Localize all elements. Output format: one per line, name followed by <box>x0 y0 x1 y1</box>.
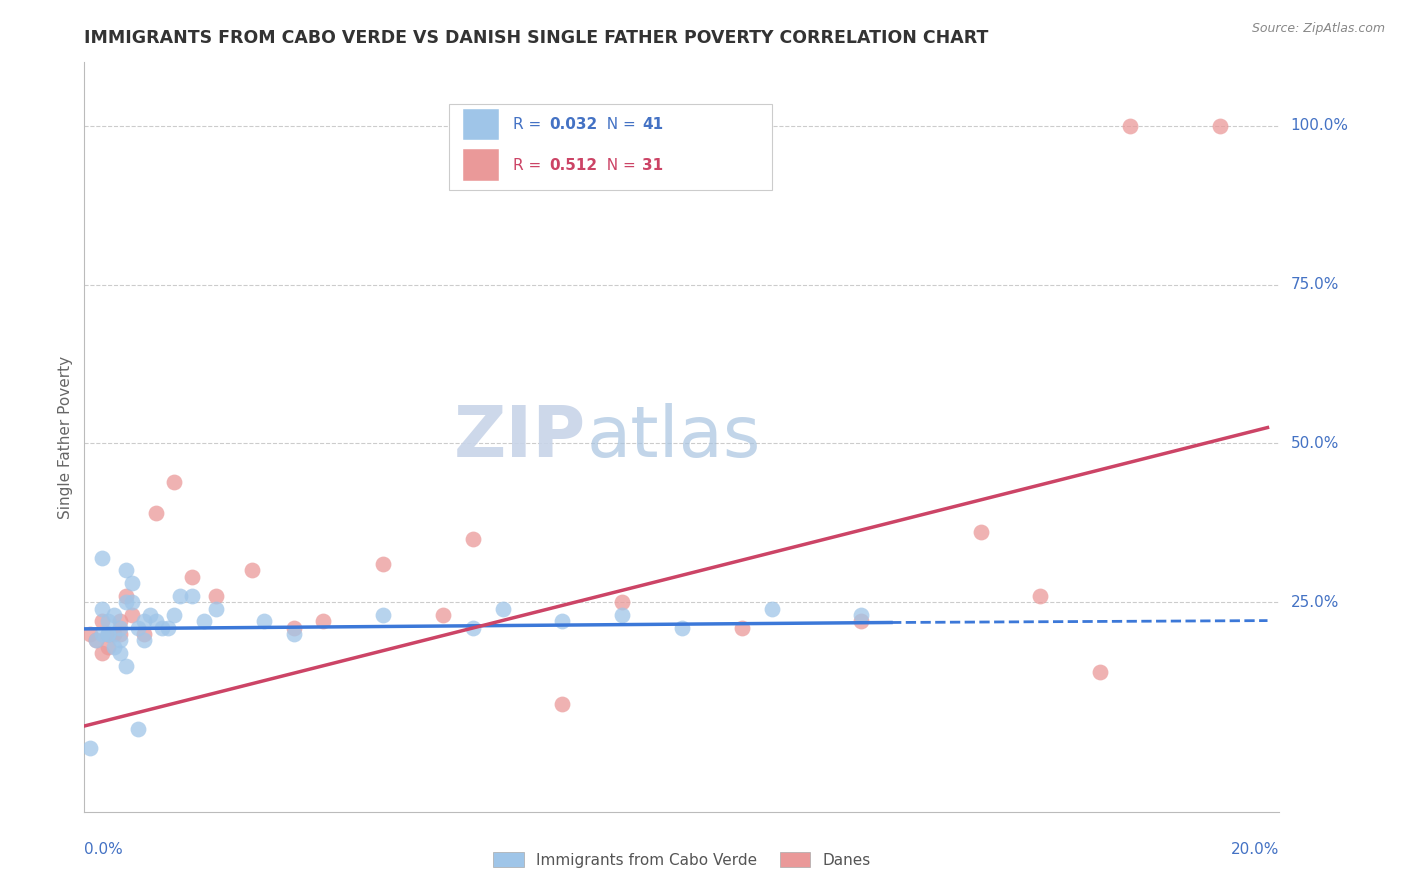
Text: R =: R = <box>513 158 547 172</box>
Point <box>169 589 191 603</box>
Point <box>115 658 138 673</box>
Point <box>671 621 693 635</box>
Point <box>312 614 335 628</box>
Point <box>97 627 120 641</box>
Point <box>91 550 114 565</box>
Point <box>127 722 149 736</box>
FancyBboxPatch shape <box>449 103 772 190</box>
Text: 100.0%: 100.0% <box>1291 119 1348 134</box>
Point <box>103 640 125 654</box>
Point <box>91 627 114 641</box>
Point <box>121 595 143 609</box>
Point <box>163 607 186 622</box>
Point <box>91 646 114 660</box>
Point <box>551 697 574 711</box>
Point <box>612 595 634 609</box>
Text: 0.0%: 0.0% <box>84 842 124 857</box>
Point <box>253 614 276 628</box>
Point <box>205 601 228 615</box>
Text: IMMIGRANTS FROM CABO VERDE VS DANISH SINGLE FATHER POVERTY CORRELATION CHART: IMMIGRANTS FROM CABO VERDE VS DANISH SIN… <box>84 29 988 47</box>
Point <box>1090 665 1112 679</box>
Point <box>86 633 108 648</box>
Point <box>283 621 305 635</box>
Text: 41: 41 <box>643 117 664 132</box>
Text: 20.0%: 20.0% <box>1232 842 1279 857</box>
Text: ZIP: ZIP <box>454 402 586 472</box>
Point <box>761 601 783 615</box>
Point <box>132 614 156 628</box>
Point <box>79 741 101 756</box>
Legend: Immigrants from Cabo Verde, Danes: Immigrants from Cabo Verde, Danes <box>494 852 870 868</box>
Point <box>121 607 143 622</box>
Point <box>110 627 132 641</box>
Point <box>145 506 167 520</box>
Point <box>145 614 167 628</box>
FancyBboxPatch shape <box>463 109 499 140</box>
Point <box>91 614 114 628</box>
Point <box>150 621 173 635</box>
Point <box>731 621 754 635</box>
Point <box>139 607 162 622</box>
FancyBboxPatch shape <box>463 149 499 181</box>
Point <box>86 633 108 648</box>
Point <box>551 614 574 628</box>
Point <box>132 627 156 641</box>
Point <box>851 607 873 622</box>
Text: 31: 31 <box>643 158 664 172</box>
Point <box>91 601 114 615</box>
Point <box>110 633 132 648</box>
Text: 75.0%: 75.0% <box>1291 277 1339 293</box>
Point <box>110 614 132 628</box>
Point <box>115 595 138 609</box>
Point <box>970 525 993 540</box>
Point <box>1029 589 1052 603</box>
Text: R =: R = <box>513 117 547 132</box>
Text: N =: N = <box>598 117 641 132</box>
Point <box>283 627 305 641</box>
Point <box>205 589 228 603</box>
Point <box>127 621 149 635</box>
Point <box>97 627 120 641</box>
Point <box>373 557 395 571</box>
Point <box>97 614 120 628</box>
Point <box>163 475 186 489</box>
Point <box>1119 119 1142 133</box>
Point <box>1209 119 1232 133</box>
Point <box>97 627 120 641</box>
Y-axis label: Single Father Poverty: Single Father Poverty <box>58 356 73 518</box>
Point <box>432 607 454 622</box>
Point <box>612 607 634 622</box>
Point <box>240 563 263 577</box>
Point <box>461 532 484 546</box>
Point <box>97 640 120 654</box>
Point <box>110 646 132 660</box>
Point <box>103 627 125 641</box>
Point <box>132 633 156 648</box>
Point <box>115 589 138 603</box>
Point <box>461 621 484 635</box>
Text: atlas: atlas <box>586 402 761 472</box>
Point <box>115 563 138 577</box>
Text: 0.512: 0.512 <box>550 158 598 172</box>
Point <box>181 570 204 584</box>
Point <box>103 607 125 622</box>
Point <box>492 601 515 615</box>
Point <box>851 614 873 628</box>
Point <box>373 607 395 622</box>
Text: 0.032: 0.032 <box>550 117 598 132</box>
Point <box>193 614 215 628</box>
Point <box>121 576 143 591</box>
Point <box>79 627 101 641</box>
Point <box>157 621 180 635</box>
Text: 50.0%: 50.0% <box>1291 436 1339 451</box>
Text: Source: ZipAtlas.com: Source: ZipAtlas.com <box>1251 22 1385 36</box>
Point <box>110 621 132 635</box>
Point <box>181 589 204 603</box>
Text: 25.0%: 25.0% <box>1291 595 1339 609</box>
Text: N =: N = <box>598 158 641 172</box>
